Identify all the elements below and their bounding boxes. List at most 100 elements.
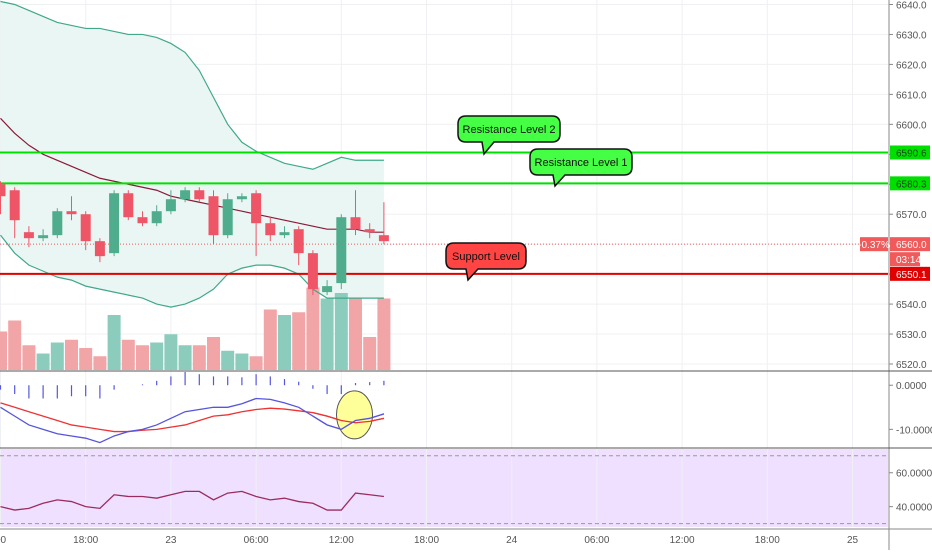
time-tick-label: 25 — [847, 535, 859, 546]
price-tick-label: 6570.0 — [896, 210, 927, 221]
candle-body — [279, 232, 290, 236]
rsi-band-background — [0, 449, 888, 527]
candle-body — [23, 232, 34, 239]
candle-body — [123, 193, 134, 218]
callout-resistance-level-1: Resistance Level 1 — [529, 148, 633, 188]
rsi-line — [0, 490, 384, 511]
rsi-tick-label: 60.0000 — [896, 469, 932, 480]
volume-bar — [164, 334, 178, 370]
candle-body — [109, 193, 120, 254]
volume-bar — [263, 309, 277, 370]
candle-body — [52, 211, 63, 236]
callout-support-level: Support Level — [445, 242, 527, 282]
price-tick-label: 6530.0 — [896, 330, 927, 341]
candle-body — [265, 223, 276, 236]
volume-bar — [8, 320, 22, 370]
macd-line-overlay — [312, 413, 385, 431]
volume-bar — [207, 337, 220, 370]
level-price-label: 6580.3 — [896, 179, 927, 190]
macd-tick-label: -10.0000 — [896, 425, 932, 436]
volume-bar — [320, 298, 334, 370]
time-tick-label: 18:00 — [73, 535, 98, 546]
rsi-tick-label: 40.0000 — [896, 503, 932, 514]
level-price-badge — [890, 266, 930, 281]
volume-bar — [292, 312, 306, 370]
candle-body — [165, 199, 176, 212]
candle-body — [364, 229, 375, 233]
volume-bar — [306, 287, 320, 370]
last-price-label: 6560.0 — [896, 240, 927, 251]
price-tick-label: 6610.0 — [896, 90, 927, 101]
callout-bubble — [457, 115, 561, 156]
volume-bar — [349, 298, 362, 370]
level-price-badge — [890, 145, 930, 160]
macd-highlight-circle — [336, 390, 373, 440]
price-tick-label: 6600.0 — [896, 120, 927, 131]
volume-bar — [22, 345, 36, 370]
bollinger-band-fill — [0, 1, 384, 308]
candle-body — [137, 217, 148, 224]
volume-bar — [278, 315, 291, 370]
candle-body — [222, 199, 233, 236]
volume-bar — [192, 345, 206, 370]
candle-body — [307, 253, 318, 290]
volume-bar — [107, 315, 121, 370]
candle-body — [94, 241, 105, 257]
price-tick-label: 6520.0 — [896, 360, 927, 371]
level-price-badge — [890, 176, 930, 191]
volume-bar — [363, 337, 377, 370]
candle-body — [293, 229, 304, 254]
level-price-label: 6590.6 — [896, 148, 927, 159]
candle-body — [151, 211, 162, 224]
volume-bar — [93, 356, 107, 370]
time-tick-label: 00 — [0, 535, 6, 546]
callout-bubble — [529, 148, 633, 188]
candle-body — [0, 184, 6, 197]
volume-bar — [249, 356, 263, 370]
candle-body — [322, 286, 333, 293]
volume-bar — [221, 350, 235, 370]
bollinger-upper-line — [0, 0, 384, 170]
time-tick-label: 18:00 — [755, 535, 780, 546]
candle-body — [9, 190, 20, 221]
candle-body — [336, 217, 347, 284]
volume-bar — [121, 339, 135, 370]
volume-bar — [377, 298, 391, 370]
callout-text: Resistance Level 1 — [535, 157, 628, 169]
time-tick-label: 06:00 — [244, 535, 269, 546]
callout-text: Support Level — [452, 251, 520, 263]
callout-resistance-level-2: Resistance Level 2 — [457, 115, 561, 156]
volume-bar — [150, 342, 164, 370]
volume-bar — [334, 293, 348, 370]
candle-body — [38, 235, 49, 239]
volume-bar — [50, 342, 64, 370]
volume-bar — [65, 339, 78, 370]
level-price-label: 6550.1 — [896, 270, 927, 281]
candle-body — [378, 235, 389, 242]
time-tick-label: 12:00 — [670, 535, 695, 546]
volume-bar — [79, 348, 93, 370]
macd-signal-line-overlay — [312, 411, 385, 424]
countdown-label: 03:14 — [896, 255, 921, 266]
last-price-badge — [890, 237, 930, 252]
price-tick-label: 6630.0 — [896, 30, 927, 41]
candle-body — [66, 211, 77, 215]
time-tick-label: 24 — [506, 535, 518, 546]
candle-body — [236, 196, 247, 200]
time-tick-label: 12:00 — [329, 535, 354, 546]
countdown-badge — [890, 252, 920, 267]
time-tick-label: 23 — [165, 535, 177, 546]
volume-bar — [178, 345, 192, 370]
price-tick-label: 6620.0 — [896, 60, 927, 71]
volume-bar — [0, 331, 7, 370]
volume-bar — [136, 345, 149, 370]
price-change-badge — [860, 237, 888, 252]
callout-bubble — [445, 242, 527, 282]
candle-body — [350, 217, 361, 230]
candle-body — [194, 190, 205, 200]
price-change-label: -0.37% — [858, 240, 890, 251]
callout-text: Resistance Level 2 — [463, 124, 556, 136]
candle-body — [80, 214, 91, 242]
